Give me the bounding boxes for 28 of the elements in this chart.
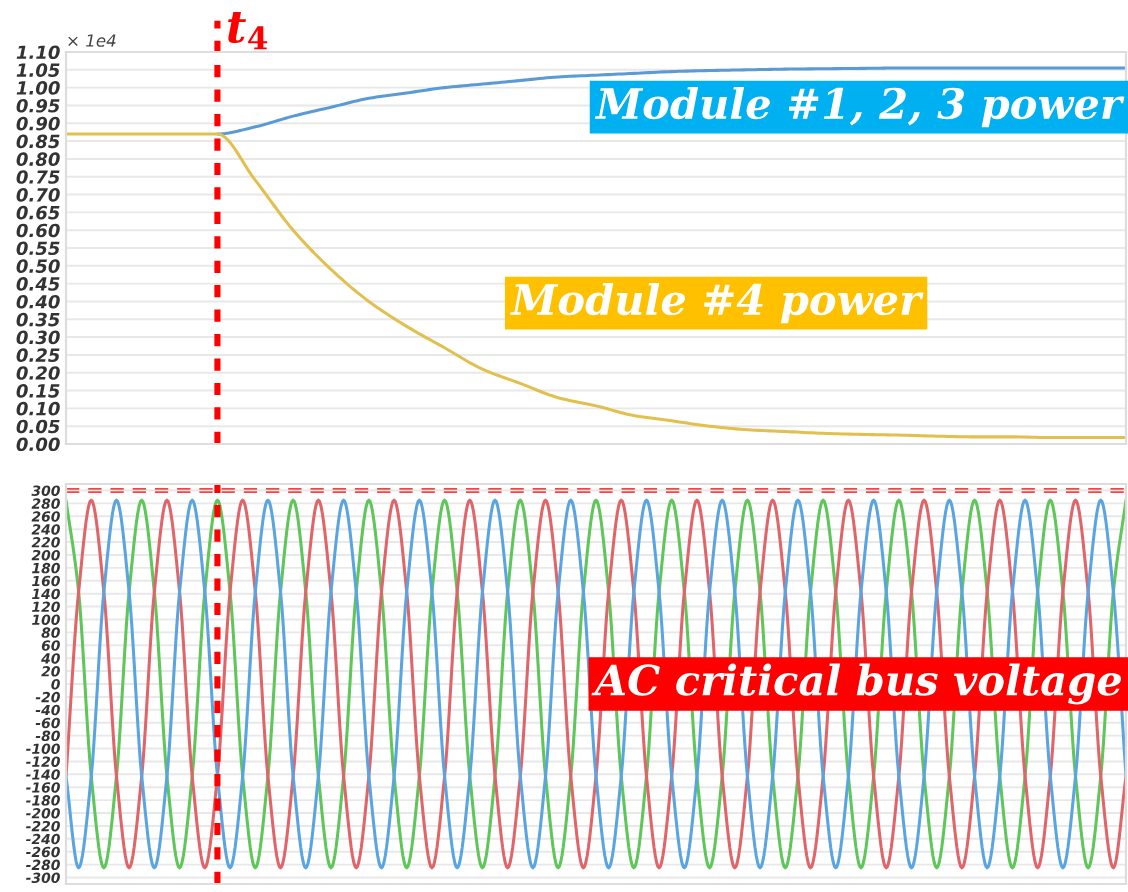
y-tick-label: 0.65 [16, 205, 60, 220]
series-label: Module #1, 2, 3 power [594, 86, 1125, 128]
annotation: AC critical bus voltage [591, 663, 1122, 705]
y-tick-label: 0.95 [16, 98, 60, 113]
y-tick-label: 0.05 [16, 419, 60, 434]
y-tick-label: 0.75 [16, 170, 60, 184]
y-tick-label: 0.70 [16, 188, 60, 202]
y-tick-label: 0.45 [16, 277, 60, 291]
y-tick-label: 0.20 [16, 366, 60, 380]
y-tick-label: 0.40 [16, 294, 60, 309]
y-tick-label: 1.00 [16, 81, 60, 95]
y-tick-label: 0.25 [16, 348, 60, 363]
y-tick-label: 0.30 [16, 330, 60, 345]
y-tick-label: 1.10 [16, 45, 60, 60]
y-tick-label: 0.55 [16, 241, 60, 256]
text: × 1e4 [68, 34, 116, 47]
y-tick-label: 0.85 [16, 134, 60, 149]
y-tick-label: 0.60 [16, 223, 60, 238]
y-tick-label: 0.90 [16, 116, 60, 131]
text: t$_{4}$ [228, 12, 268, 50]
y-tick-label: 1.05 [16, 63, 60, 77]
y-tick-label: 0.00 [16, 437, 60, 452]
series-label: Module #4 power [510, 282, 924, 324]
y-tick-label: 0.35 [16, 312, 60, 327]
y-tick-label: 0.10 [16, 401, 60, 416]
y-tick-label: 0.80 [16, 152, 60, 167]
y-tick-label: 0.50 [16, 259, 60, 273]
y-tick-label: 0.15 [16, 384, 60, 398]
